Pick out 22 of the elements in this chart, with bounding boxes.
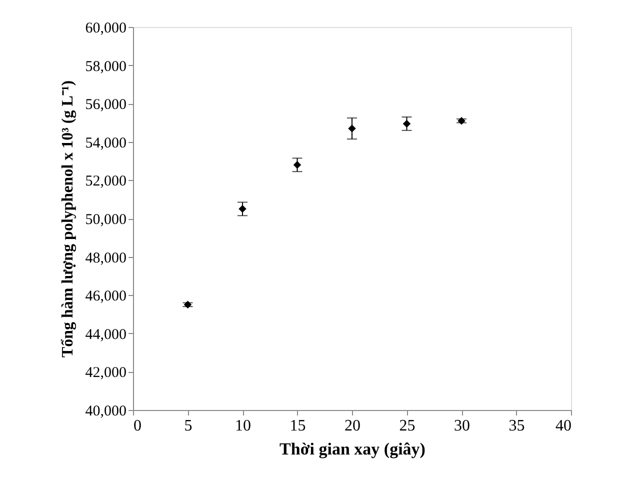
y-tick-label: 60,000	[85, 20, 126, 36]
x-tick-label: 0	[134, 418, 142, 434]
y-tick-label: 50,000	[85, 212, 126, 228]
y-tick-label: 42,000	[85, 365, 126, 382]
x-tick-label: 20	[344, 418, 360, 434]
x-tick-label: 35	[508, 418, 525, 434]
x-tick-label: 40	[556, 418, 572, 434]
x-tick-label: 30	[454, 418, 470, 434]
y-tick-label: 54,000	[85, 135, 126, 152]
x-axis-title: Thời gian xay (giây)	[280, 440, 426, 458]
y-tick-label: 56,000	[85, 97, 126, 114]
x-tick-label: 15	[290, 418, 306, 434]
y-tick-label: 40,000	[85, 404, 126, 420]
x-tick-label: 25	[399, 418, 416, 434]
y-tick-label: 48,000	[85, 250, 126, 266]
y-tick-label: 46,000	[85, 288, 126, 305]
x-tick-label: 5	[184, 418, 192, 434]
x-tick-label: 10	[235, 418, 251, 434]
y-axis-title: Tổng hàm lượng polyphenol x 10³ (g L⁻¹)	[59, 80, 76, 358]
y-tick-label: 52,000	[85, 174, 126, 190]
y-tick-label: 44,000	[85, 326, 126, 343]
y-tick-label: 58,000	[85, 58, 126, 75]
